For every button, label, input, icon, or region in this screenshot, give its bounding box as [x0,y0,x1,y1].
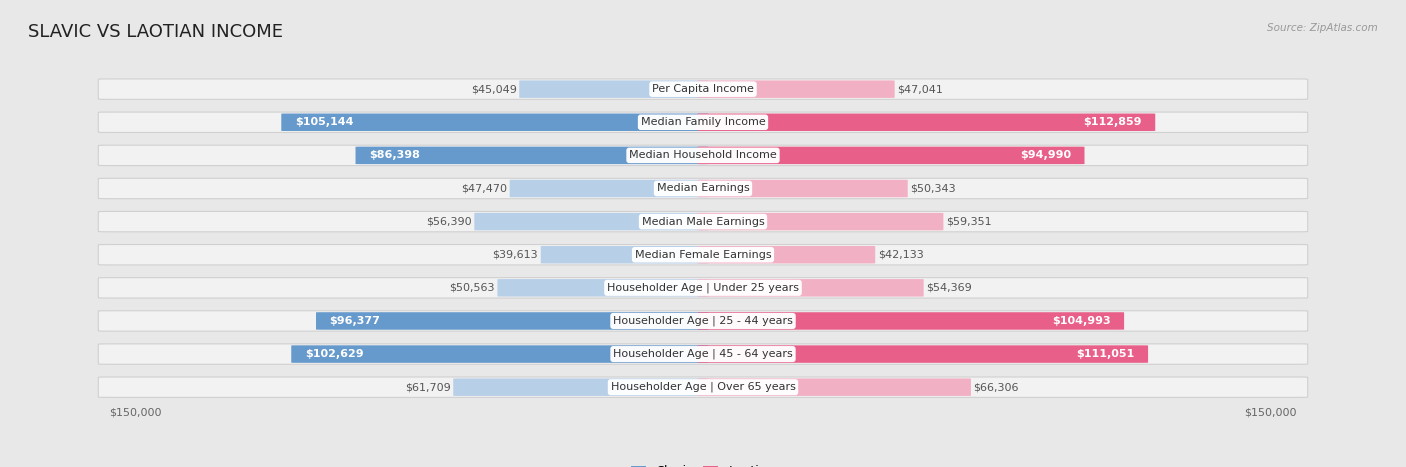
Text: $86,398: $86,398 [368,150,420,160]
Text: $45,049: $45,049 [471,84,516,94]
FancyBboxPatch shape [98,377,1308,397]
Legend: Slavic, Laotian: Slavic, Laotian [626,460,780,467]
FancyBboxPatch shape [316,312,709,330]
Text: Householder Age | Under 25 years: Householder Age | Under 25 years [607,283,799,293]
FancyBboxPatch shape [98,344,1308,364]
Text: Median Household Income: Median Household Income [628,150,778,160]
FancyBboxPatch shape [697,312,1125,330]
FancyBboxPatch shape [98,212,1308,232]
FancyBboxPatch shape [697,378,972,396]
FancyBboxPatch shape [697,345,1149,363]
FancyBboxPatch shape [509,180,709,197]
FancyBboxPatch shape [697,279,924,297]
FancyBboxPatch shape [697,113,1156,131]
Text: $50,563: $50,563 [449,283,495,293]
FancyBboxPatch shape [356,147,709,164]
FancyBboxPatch shape [291,345,709,363]
Text: Householder Age | Over 65 years: Householder Age | Over 65 years [610,382,796,392]
Text: $112,859: $112,859 [1083,117,1142,127]
Text: Source: ZipAtlas.com: Source: ZipAtlas.com [1267,23,1378,33]
FancyBboxPatch shape [697,147,1084,164]
Text: $61,709: $61,709 [405,382,450,392]
FancyBboxPatch shape [697,213,943,230]
Text: $39,613: $39,613 [492,250,538,260]
Text: Median Male Earnings: Median Male Earnings [641,217,765,226]
FancyBboxPatch shape [98,79,1308,99]
Text: Householder Age | 25 - 44 years: Householder Age | 25 - 44 years [613,316,793,326]
Text: $59,351: $59,351 [946,217,991,226]
Text: $54,369: $54,369 [927,283,972,293]
FancyBboxPatch shape [474,213,709,230]
FancyBboxPatch shape [453,378,709,396]
Text: $47,041: $47,041 [897,84,943,94]
Text: SLAVIC VS LAOTIAN INCOME: SLAVIC VS LAOTIAN INCOME [28,23,283,42]
FancyBboxPatch shape [519,80,709,98]
Text: Householder Age | 45 - 64 years: Householder Age | 45 - 64 years [613,349,793,359]
FancyBboxPatch shape [98,311,1308,331]
Text: Median Earnings: Median Earnings [657,184,749,193]
FancyBboxPatch shape [98,278,1308,298]
Text: Median Female Earnings: Median Female Earnings [634,250,772,260]
Text: $94,990: $94,990 [1019,150,1071,160]
FancyBboxPatch shape [541,246,709,263]
Text: $47,470: $47,470 [461,184,508,193]
FancyBboxPatch shape [98,178,1308,198]
Text: $150,000: $150,000 [110,407,162,417]
FancyBboxPatch shape [281,113,709,131]
FancyBboxPatch shape [697,246,875,263]
Text: $104,993: $104,993 [1052,316,1111,326]
FancyBboxPatch shape [98,112,1308,133]
Text: $96,377: $96,377 [329,316,381,326]
FancyBboxPatch shape [98,245,1308,265]
Text: $50,343: $50,343 [911,184,956,193]
Text: $105,144: $105,144 [295,117,353,127]
Text: $66,306: $66,306 [973,382,1019,392]
Text: $150,000: $150,000 [1244,407,1296,417]
Text: $42,133: $42,133 [877,250,924,260]
Text: Per Capita Income: Per Capita Income [652,84,754,94]
Text: Median Family Income: Median Family Income [641,117,765,127]
FancyBboxPatch shape [498,279,709,297]
FancyBboxPatch shape [697,80,894,98]
FancyBboxPatch shape [98,145,1308,166]
Text: $111,051: $111,051 [1077,349,1135,359]
Text: $56,390: $56,390 [426,217,471,226]
FancyBboxPatch shape [697,180,908,197]
Text: $102,629: $102,629 [305,349,363,359]
